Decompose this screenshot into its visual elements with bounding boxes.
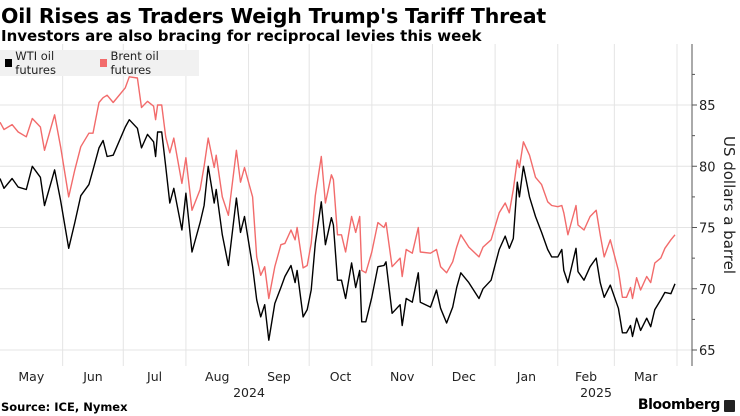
- legend-item-wti: WTI oil futures: [5, 49, 91, 77]
- x-axis: May Jun Jul Aug Sep Oct Nov Dec Jan Feb Mar 2024 202…: [18, 369, 658, 400]
- x-tick-label: Dec: [452, 369, 476, 384]
- legend-item-brent: Brent oil futures: [100, 49, 195, 77]
- x-tick-label: Jan: [516, 369, 536, 384]
- legend-swatch-brent: [100, 59, 108, 67]
- series-line-brent: [0, 76, 676, 300]
- x-tick-label: Sep: [267, 369, 291, 384]
- y-tick-label: 80: [699, 160, 716, 175]
- legend-label-wti: WTI oil futures: [15, 49, 56, 77]
- chart-subtitle: Investors are also bracing for reciproca…: [1, 27, 482, 45]
- y-tick-label: 70: [699, 283, 716, 298]
- y-tick-label: 75: [699, 222, 716, 237]
- x-tick-label: Aug: [205, 369, 229, 384]
- x-year-label: 2024: [233, 385, 265, 400]
- y-axis-label: US dollars a barrel: [720, 136, 738, 274]
- bloomberg-chart-icon: [724, 400, 735, 412]
- x-year-label: 2025: [580, 385, 612, 400]
- x-tick-label: Mar: [634, 369, 658, 384]
- legend-swatch-wti: [5, 59, 13, 67]
- gridlines: [0, 44, 692, 366]
- series-line-wti: [0, 119, 676, 341]
- bloomberg-logo: Bloomberg: [637, 397, 721, 413]
- x-tick-label: Jul: [146, 369, 162, 384]
- source-note: Source: ICE, Nymex: [1, 400, 128, 414]
- x-tick-label: May: [18, 369, 44, 384]
- y-tick-label: 85: [699, 99, 716, 114]
- series-lines: [0, 76, 676, 341]
- y-axis: 65 70 75 80 85: [692, 73, 716, 359]
- x-tick-label: Jun: [82, 369, 103, 384]
- chart-title: Oil Rises as Traders Weigh Trump's Tarif…: [1, 4, 546, 28]
- x-tick-label: Feb: [575, 369, 597, 384]
- x-tick-label: Oct: [330, 369, 352, 384]
- legend: WTI oil futures Brent oil futures: [0, 49, 199, 77]
- y-tick-label: 65: [699, 344, 716, 359]
- legend-label-brent: Brent oil futures: [110, 49, 159, 77]
- x-tick-label: Nov: [390, 369, 415, 384]
